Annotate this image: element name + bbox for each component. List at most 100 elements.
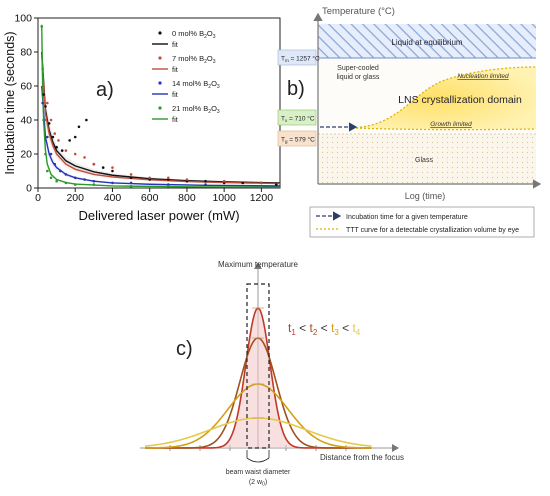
y-tick-label: 60 [20,81,32,93]
growth-limited-label: Growth limited [430,121,472,128]
data-point [83,178,86,181]
data-point [148,176,151,180]
x-tick-label: 800 [178,192,196,204]
data-point [73,135,77,139]
data-point [167,185,170,188]
data-point [92,183,96,186]
legend-point-marker [158,31,162,35]
beam-waist-label-1: beam waist diameter [226,469,291,476]
data-point [46,135,49,139]
panel-a-y-ticks: 0 20 40 60 80 100 [14,13,38,195]
legend-series-label: 21 mol% B2O3 [172,104,220,115]
lns-domain-label: LNS crystallization domain [398,94,522,106]
y-tick-label: 100 [14,13,32,25]
data-point [53,132,57,135]
y-tick-label: 0 [26,183,32,195]
x-tick-label: 600 [141,192,159,204]
data-point [57,139,60,142]
data-point [53,162,57,166]
legend-fit-label: fit [172,65,179,74]
beam-waist-box [246,283,270,449]
data-point [41,101,44,105]
panel-a-plot-frame [37,17,281,189]
legend-fit-label: fit [172,90,179,99]
panel-a-y-axis-label: Incubation time (seconds) [3,31,17,174]
y-tick-label: 40 [20,115,32,127]
data-point [64,181,68,185]
data-point [47,122,51,125]
ttt-curve-lower [351,127,537,131]
legend-series-label: 7 mol% B2O3 [172,54,216,65]
x-tick-label: 0 [35,192,41,204]
tm-badge [277,49,317,66]
beam-waist-brace [246,457,270,463]
panel-a-x-axis-label: Delivered laser power (mW) [78,208,239,223]
panel-c-gaussian-curves [144,307,372,449]
data-point [73,183,77,186]
x-tick-label: 1200 [250,192,274,204]
data-point [185,178,189,181]
data-point [55,145,58,149]
panel-c: Maximum temperature Distance from the fo… [140,260,404,488]
tg-badge-text: Tg = 579 °C [281,136,315,145]
data-point [68,139,71,142]
data-point [260,181,263,185]
data-point [241,181,245,185]
max-temperature-label: Maximum temperature [218,260,299,269]
y-tick-label: 20 [20,149,32,161]
data-point [44,152,47,156]
fit-curve [41,24,281,188]
lns-crystallization-domain [352,67,536,129]
data-point [49,118,53,122]
legend-point-marker [158,56,162,60]
panel-a: 0 200 400 600 800 1000 1200 0 20 40 60 80 100 Deliv… [3,0,281,223]
panel-a-data-points [40,25,278,188]
data-point [77,125,81,129]
data-point [42,118,45,122]
distance-label: Distance from the focus [320,453,404,462]
data-point [129,181,133,185]
panel-b-label: b) [287,78,305,100]
data-point [59,169,62,173]
x-tick-label: 1000 [212,192,236,204]
data-point [129,173,133,176]
data-point [204,179,207,183]
data-point [92,162,96,166]
data-point [85,118,88,122]
gaussian-fill [145,308,372,448]
glass-label: Glass [415,157,433,164]
data-point [167,176,170,180]
data-point [40,25,44,28]
data-point [44,105,47,108]
legend-point-marker [158,81,162,85]
legend-fit-label: fit [172,40,179,49]
supercooled-label-1: Super-cooled [337,65,379,72]
tx-badge-text: Tx = 710 °C [281,115,315,124]
data-point [41,67,44,71]
data-point [64,173,68,176]
data-point [51,135,55,139]
legend-arrow-text: Incubation time for a given temperature [346,214,468,221]
data-point [204,183,207,186]
panel-b-x-axis-title: Log (time) [405,191,446,201]
x-tick-label: 400 [104,192,122,204]
data-point [92,179,96,183]
beam-waist-label-2: (2 w0) [249,479,267,488]
data-point [83,156,86,159]
fit-curve [41,85,281,187]
legend-series-label: 14 mol% B2O3 [172,79,220,90]
liquid-label: Liquid at equilibrium [391,38,462,47]
y-tick-label: 80 [20,47,32,59]
panel-b-y-axis-title: Temperature (°C) [322,6,395,17]
data-point [111,181,114,185]
panel-b-legend [309,206,535,238]
liquid-region [318,24,536,58]
legend-ttt-text: TTT curve for a detectable crystallizati… [346,227,519,234]
data-point [129,185,133,188]
data-point [42,84,45,88]
data-point [55,179,58,183]
data-point [60,149,64,152]
panel-b: Temperature (°C) Log (time) Tm = 1257 °C… [277,6,542,238]
